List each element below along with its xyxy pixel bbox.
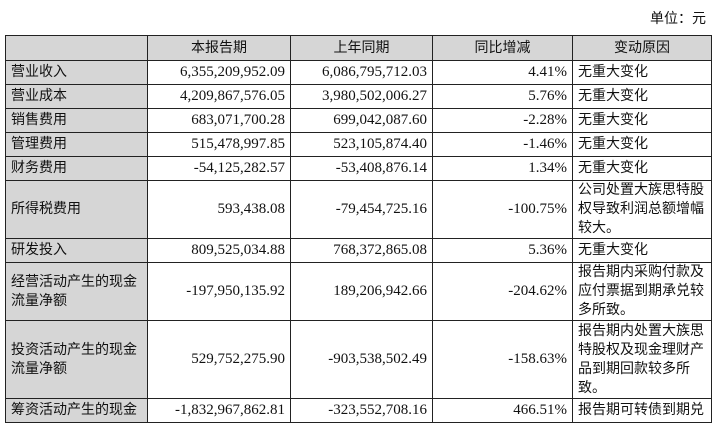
row-current: -1,832,967,862.81 <box>147 398 291 423</box>
row-current: 529,752,275.90 <box>147 320 291 399</box>
row-current: -197,950,135.92 <box>147 262 291 321</box>
row-change: -158.63% <box>432 320 573 399</box>
header-row: 本报告期 上年同期 同比增减 变动原因 <box>5 35 712 61</box>
row-item: 经营活动产生的现金流量净额 <box>5 262 148 321</box>
table-row: 管理费用 515,478,997.85 523,105,874.40 -1.46% 无重… <box>5 132 712 157</box>
row-prior: 768,372,865.08 <box>290 238 433 263</box>
row-reason: 无重大变化 <box>572 108 712 133</box>
header-change: 同比增减 <box>432 35 573 61</box>
row-current: -54,125,282.57 <box>147 156 291 181</box>
row-current: 593,438.08 <box>147 180 291 239</box>
row-change: 4.41% <box>432 60 573 85</box>
row-item: 投资活动产生的现金流量净额 <box>5 320 148 399</box>
table-row: 所得税费用 593,438.08 -79,454,725.16 -100.75% 公司处… <box>5 180 712 239</box>
row-prior: -53,408,876.14 <box>290 156 433 181</box>
row-item: 财务费用 <box>5 156 148 181</box>
row-reason: 无重大变化 <box>572 84 712 109</box>
row-current: 683,071,700.28 <box>147 108 291 133</box>
row-item: 管理费用 <box>5 132 148 157</box>
row-item: 筹资活动产生的现金 <box>5 398 148 423</box>
row-item: 营业收入 <box>5 60 148 85</box>
row-change: 5.76% <box>432 84 573 109</box>
row-item: 所得税费用 <box>5 180 148 239</box>
row-change: 466.51% <box>432 398 573 423</box>
unit-label: 单位：元 <box>650 11 706 27</box>
row-change: 1.34% <box>432 156 573 181</box>
table-row: 投资活动产生的现金流量净额 529,752,275.90 -903,538,502.… <box>5 320 712 399</box>
row-change: -2.28% <box>432 108 573 133</box>
row-prior: 189,206,942.66 <box>290 262 433 321</box>
row-item: 销售费用 <box>5 108 148 133</box>
row-reason: 无重大变化 <box>572 132 712 157</box>
table-row: 研发投入 809,525,034.88 768,372,865.08 5.36% 无重大… <box>5 238 712 263</box>
table-row: 营业收入 6,355,209,952.09 6,086,795,712.03 4.41… <box>5 60 712 85</box>
row-prior: 3,980,502,006.27 <box>290 84 433 109</box>
row-prior: -903,538,502.49 <box>290 320 433 399</box>
table-row: 经营活动产生的现金流量净额 -197,950,135.92 189,206,942.… <box>5 262 712 321</box>
row-reason: 无重大变化 <box>572 156 712 181</box>
row-change: -204.62% <box>432 262 573 321</box>
header-prior: 上年同期 <box>290 35 433 61</box>
row-prior: 6,086,795,712.03 <box>290 60 433 85</box>
row-change: 5.36% <box>432 238 573 263</box>
row-reason: 无重大变化 <box>572 238 712 263</box>
header-current: 本报告期 <box>147 35 291 61</box>
row-reason: 报告期内采购付款及应付票据到期承兑较多所致。 <box>572 262 712 321</box>
table-row: 筹资活动产生的现金 -1,832,967,862.81 -323,552,708.1… <box>5 398 712 423</box>
row-current: 4,209,867,576.05 <box>147 84 291 109</box>
row-prior: -79,454,725.16 <box>290 180 433 239</box>
header-reason: 变动原因 <box>572 35 712 61</box>
row-reason: 公司处置大族思特股权导致利润总额增幅较大。 <box>572 180 712 239</box>
row-change: -100.75% <box>432 180 573 239</box>
row-item: 研发投入 <box>5 238 148 263</box>
table-row: 营业成本 4,209,867,576.05 3,980,502,006.27 5.76… <box>5 84 712 109</box>
row-reason: 无重大变化 <box>572 60 712 85</box>
row-prior: 699,042,087.60 <box>290 108 433 133</box>
row-item: 营业成本 <box>5 84 148 109</box>
table-row: 销售费用 683,071,700.28 699,042,087.60 -2.28% 无重… <box>5 108 712 133</box>
financial-table: 本报告期 上年同期 同比增减 变动原因 营业收入 6,355,209,952.09… <box>5 35 712 423</box>
row-prior: -323,552,708.16 <box>290 398 433 423</box>
row-reason: 报告期可转债到期兑 <box>572 398 712 423</box>
row-change: -1.46% <box>432 132 573 157</box>
row-current: 809,525,034.88 <box>147 238 291 263</box>
header-item <box>5 35 148 61</box>
row-current: 515,478,997.85 <box>147 132 291 157</box>
row-current: 6,355,209,952.09 <box>147 60 291 85</box>
row-prior: 523,105,874.40 <box>290 132 433 157</box>
row-reason: 报告期内处置大族思特股权及现金理财产品到期回款较多所致。 <box>572 320 712 399</box>
table-row: 财务费用 -54,125,282.57 -53,408,876.14 1.34% 无重大… <box>5 156 712 181</box>
